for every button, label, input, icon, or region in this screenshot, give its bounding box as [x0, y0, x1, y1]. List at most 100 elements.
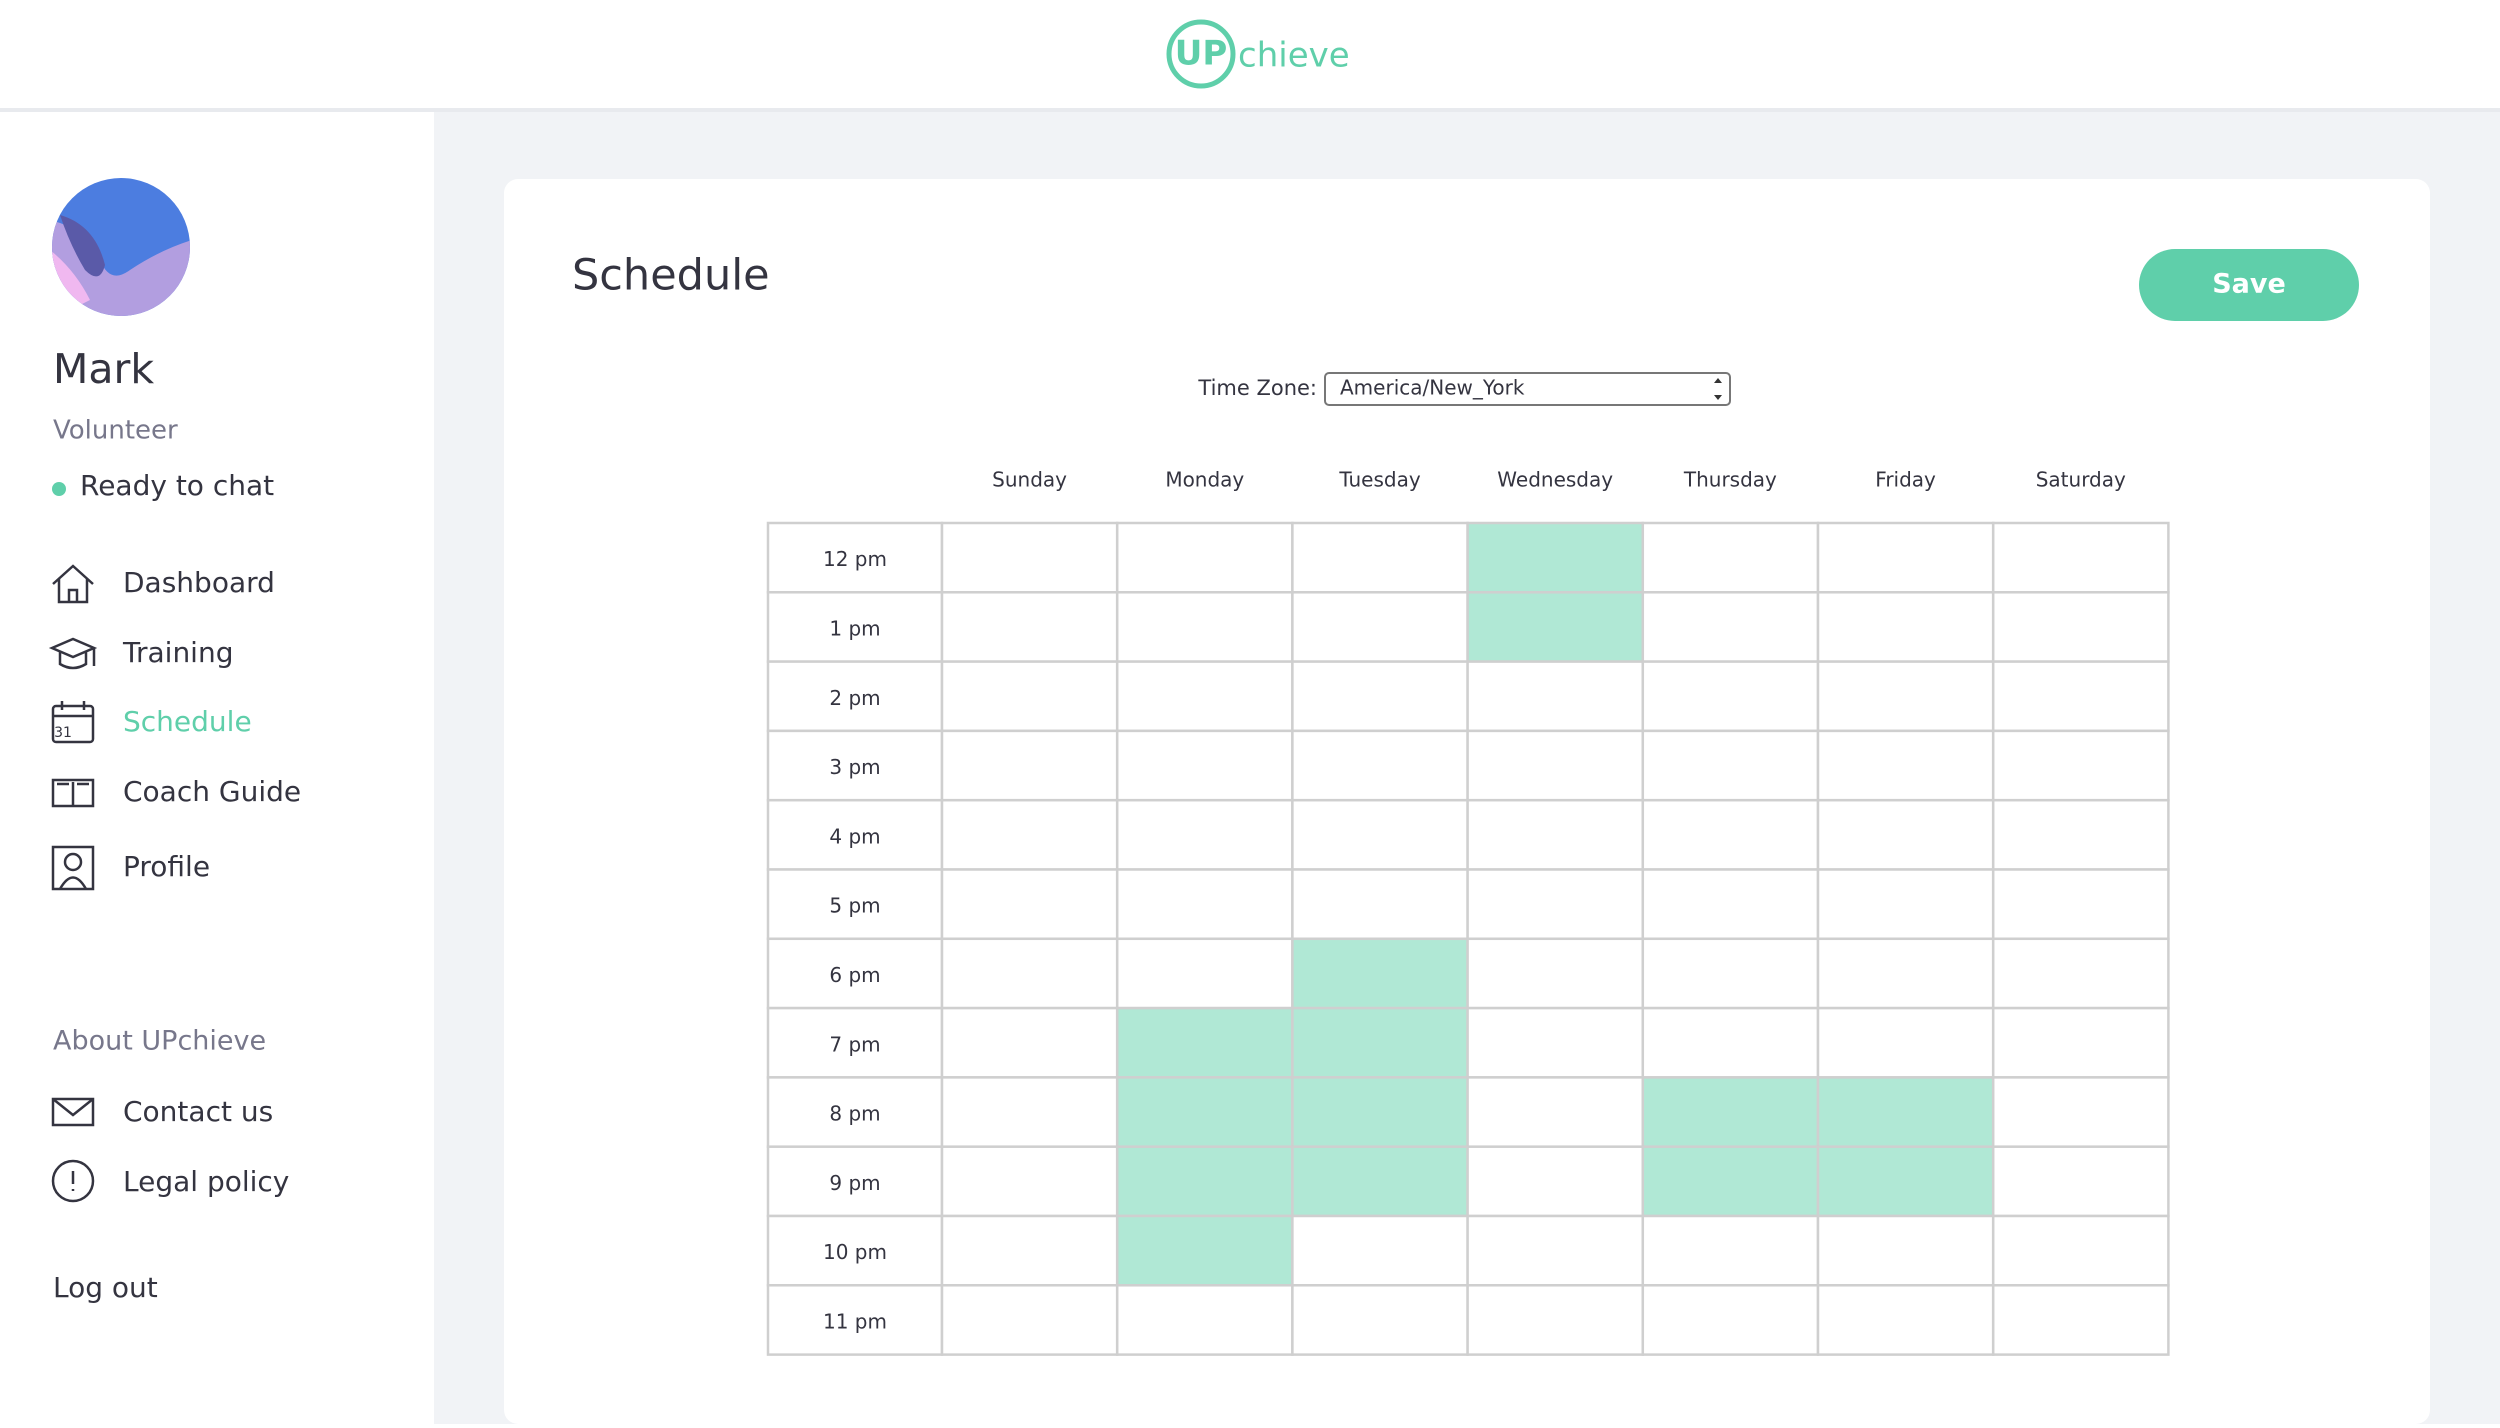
schedule-cell[interactable]	[1115, 1145, 1294, 1218]
schedule-cell[interactable]	[1291, 1076, 1469, 1148]
schedule-cell[interactable]	[1291, 729, 1469, 802]
schedule-cell[interactable]	[1816, 591, 1995, 663]
schedule-cell[interactable]	[1115, 937, 1294, 1010]
schedule-cell[interactable]	[1291, 868, 1469, 941]
schedule-cell[interactable]	[1115, 591, 1294, 663]
schedule-cell[interactable]	[1291, 798, 1469, 871]
timezone-select[interactable]	[1324, 372, 1731, 406]
schedule-cell[interactable]	[1816, 1214, 1995, 1287]
logout[interactable]: Log out	[53, 1271, 158, 1304]
schedule-cell[interactable]	[1816, 729, 1995, 802]
schedule-cell[interactable]	[940, 1145, 1119, 1218]
schedule-cell[interactable]	[1291, 937, 1469, 1010]
schedule-cell[interactable]	[1641, 1006, 1820, 1079]
schedule-cell[interactable]	[1115, 1076, 1294, 1148]
schedule-cell[interactable]	[1291, 1145, 1469, 1218]
schedule-cell[interactable]	[1291, 591, 1469, 663]
schedule-cell[interactable]	[940, 521, 1119, 594]
schedule-cell[interactable]	[1466, 1076, 1645, 1148]
schedule-cell[interactable]	[940, 798, 1119, 871]
schedule-cell[interactable]	[940, 1006, 1119, 1079]
schedule-cell[interactable]	[1466, 660, 1645, 733]
nav-item[interactable]: Dashboard	[123, 566, 275, 599]
schedule-cell[interactable]	[1991, 868, 2170, 941]
schedule-cell[interactable]	[1991, 1214, 2170, 1287]
schedule-cell[interactable]	[1466, 521, 1645, 594]
schedule-cell[interactable]	[1641, 868, 1820, 941]
schedule-cell[interactable]	[1816, 1006, 1995, 1079]
schedule-cell[interactable]	[1115, 1284, 1294, 1356]
schedule-cell[interactable]	[1115, 660, 1294, 733]
schedule-cell[interactable]	[1115, 729, 1294, 802]
schedule-cell[interactable]	[1115, 521, 1294, 594]
schedule-cell[interactable]	[1466, 798, 1645, 871]
schedule-cell[interactable]	[1291, 1214, 1469, 1287]
schedule-cell[interactable]	[1115, 1214, 1294, 1287]
schedule-cell[interactable]	[1466, 1145, 1645, 1218]
schedule-cell[interactable]	[1641, 798, 1820, 871]
schedule-cell[interactable]	[1991, 1145, 2170, 1218]
schedule-cell[interactable]	[1466, 1214, 1645, 1287]
schedule-cell[interactable]	[1641, 1145, 1820, 1218]
save-label[interactable]: Save	[2212, 269, 2286, 300]
nav-item[interactable]: Training	[122, 636, 233, 669]
schedule-cell[interactable]	[1641, 1076, 1820, 1148]
nav-item[interactable]: Profile	[123, 850, 210, 883]
schedule-cell[interactable]	[1991, 660, 2170, 733]
day-header: Tuesday	[1338, 468, 1421, 492]
schedule-cell[interactable]	[940, 729, 1119, 802]
schedule-cell[interactable]	[1466, 1284, 1645, 1356]
save-button[interactable]	[2139, 249, 2359, 321]
schedule-cell[interactable]	[1291, 1284, 1469, 1356]
schedule-cell[interactable]	[1991, 521, 2170, 594]
schedule-cell[interactable]	[1641, 660, 1820, 733]
schedule-cell[interactable]	[940, 1214, 1119, 1287]
schedule-cell[interactable]	[940, 591, 1119, 663]
schedule-cell[interactable]	[1991, 798, 2170, 871]
schedule-cell[interactable]	[1291, 660, 1469, 733]
schedule-cell[interactable]	[1816, 660, 1995, 733]
schedule-cell[interactable]	[1466, 729, 1645, 802]
schedule-cell[interactable]	[1641, 521, 1820, 594]
nav-icons	[48, 564, 98, 1203]
schedule-cell[interactable]	[1641, 937, 1820, 1010]
schedule-cell[interactable]	[940, 868, 1119, 941]
schedule-cell[interactable]	[1641, 1284, 1820, 1356]
schedule-cell[interactable]	[1641, 1214, 1820, 1287]
schedule-cell[interactable]	[1115, 1006, 1294, 1079]
schedule-cell[interactable]	[1466, 868, 1645, 941]
schedule-cell[interactable]	[940, 1284, 1119, 1356]
timezone-value[interactable]: America/New_York	[1340, 376, 1525, 400]
schedule-cell[interactable]	[1991, 591, 2170, 663]
schedule-cell[interactable]	[1466, 591, 1645, 663]
schedule-cell[interactable]	[1466, 1006, 1645, 1079]
schedule-cell[interactable]	[940, 937, 1119, 1010]
about-link[interactable]: Legal policy	[123, 1165, 289, 1198]
schedule-cell[interactable]	[940, 1076, 1119, 1148]
schedule-cell[interactable]	[940, 660, 1119, 733]
nav-item[interactable]: Coach Guide	[123, 775, 301, 808]
schedule-cell[interactable]	[1291, 521, 1469, 594]
schedule-cell[interactable]	[1641, 591, 1820, 663]
schedule-cell[interactable]	[1115, 868, 1294, 941]
schedule-cell[interactable]	[1466, 937, 1645, 1010]
about-link[interactable]: Contact us	[123, 1095, 273, 1128]
schedule-cell[interactable]	[1115, 798, 1294, 871]
schedule-cell[interactable]	[1991, 1076, 2170, 1148]
nav-item[interactable]: Schedule	[123, 705, 252, 738]
schedule-cell[interactable]	[1816, 1076, 1995, 1148]
schedule-cell[interactable]	[1816, 798, 1995, 871]
schedule-cell[interactable]	[1991, 1006, 2170, 1079]
schedule-cell[interactable]	[1641, 729, 1820, 802]
schedule-cell[interactable]	[1291, 1006, 1469, 1079]
schedule-cell[interactable]	[1816, 1145, 1995, 1218]
schedule-cell[interactable]	[1991, 729, 2170, 802]
schedule-cell[interactable]	[1816, 868, 1995, 941]
hour-label: 9 pm	[829, 1171, 880, 1195]
schedule-cell[interactable]	[1816, 937, 1995, 1010]
schedule-cell[interactable]	[1816, 1284, 1995, 1356]
about-title: About UPchieve	[53, 1026, 266, 1057]
schedule-cell[interactable]	[1991, 1284, 2170, 1356]
schedule-cell[interactable]	[1816, 521, 1995, 594]
schedule-cell[interactable]	[1991, 937, 2170, 1010]
